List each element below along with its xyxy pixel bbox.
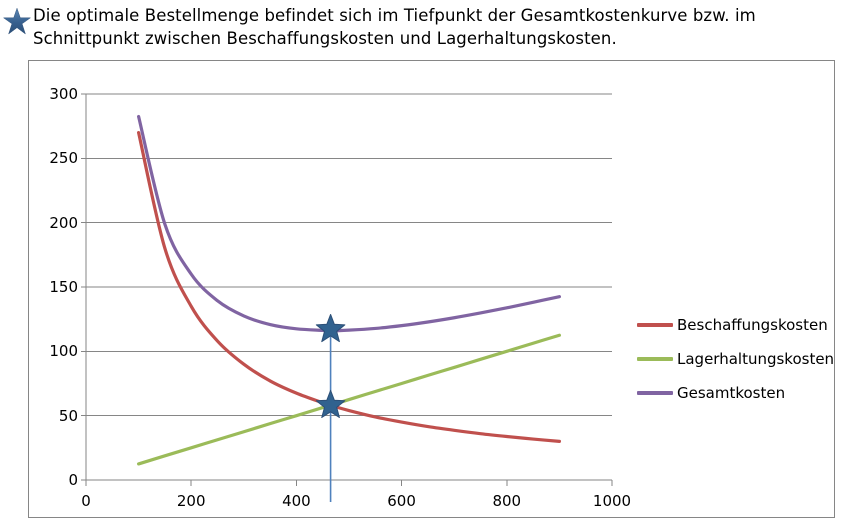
chart-legend: Beschaffungskosten Lagerhaltungskosten G… [637, 308, 837, 410]
y-axis-tick-label: 300 [49, 85, 78, 103]
y-axis-tick-label: 50 [58, 406, 78, 425]
optimum-star [315, 313, 346, 343]
legend-swatch-lagerhaltungskosten [637, 357, 673, 361]
x-axis-tick-label: 1000 [592, 492, 632, 510]
legend-item: Gesamtkosten [637, 376, 837, 410]
callout-header: Die optimale Bestellmenge befindet sich … [0, 0, 842, 60]
intersection-star [315, 389, 346, 419]
callout-text: Die optimale Bestellmenge befindet sich … [33, 6, 756, 48]
x-axis-tick-label: 600 [387, 492, 416, 510]
y-axis-tick-label: 0 [68, 471, 78, 489]
series-line-lagerhaltungskosten [137, 333, 561, 466]
legend-item: Beschaffungskosten [637, 308, 837, 342]
x-axis-tick-label: 0 [81, 492, 91, 510]
legend-item: Lagerhaltungskosten [637, 342, 837, 376]
chart-svg [81, 93, 613, 502]
y-axis-tick-label: 150 [49, 278, 78, 296]
plot-area: 0 50 100 150 200 250 300 0 200 400 600 800 1000 Bes… [29, 61, 836, 519]
legend-label-lagerhaltungskosten: Lagerhaltungskosten [677, 350, 835, 368]
y-axis-tick-label: 100 [49, 342, 78, 361]
legend-label-gesamtkosten: Gesamtkosten [677, 384, 786, 402]
y-axis-tick-label: 250 [49, 149, 78, 168]
legend-swatch-gesamtkosten [637, 391, 673, 395]
x-axis-tick-label: 800 [492, 492, 522, 510]
x-axis-tick-label: 400 [282, 492, 311, 510]
star-icon [3, 7, 31, 35]
y-axis-tick-label: 200 [49, 213, 78, 232]
legend-label-beschaffungskosten: Beschaffungskosten [677, 316, 828, 334]
x-axis-tick-label: 200 [176, 492, 206, 510]
series-line-gesamtkosten [137, 114, 561, 333]
chart-container: 0 50 100 150 200 250 300 0 200 400 600 800 1000 Bes… [28, 60, 835, 518]
legend-swatch-beschaffungskosten [637, 323, 673, 327]
